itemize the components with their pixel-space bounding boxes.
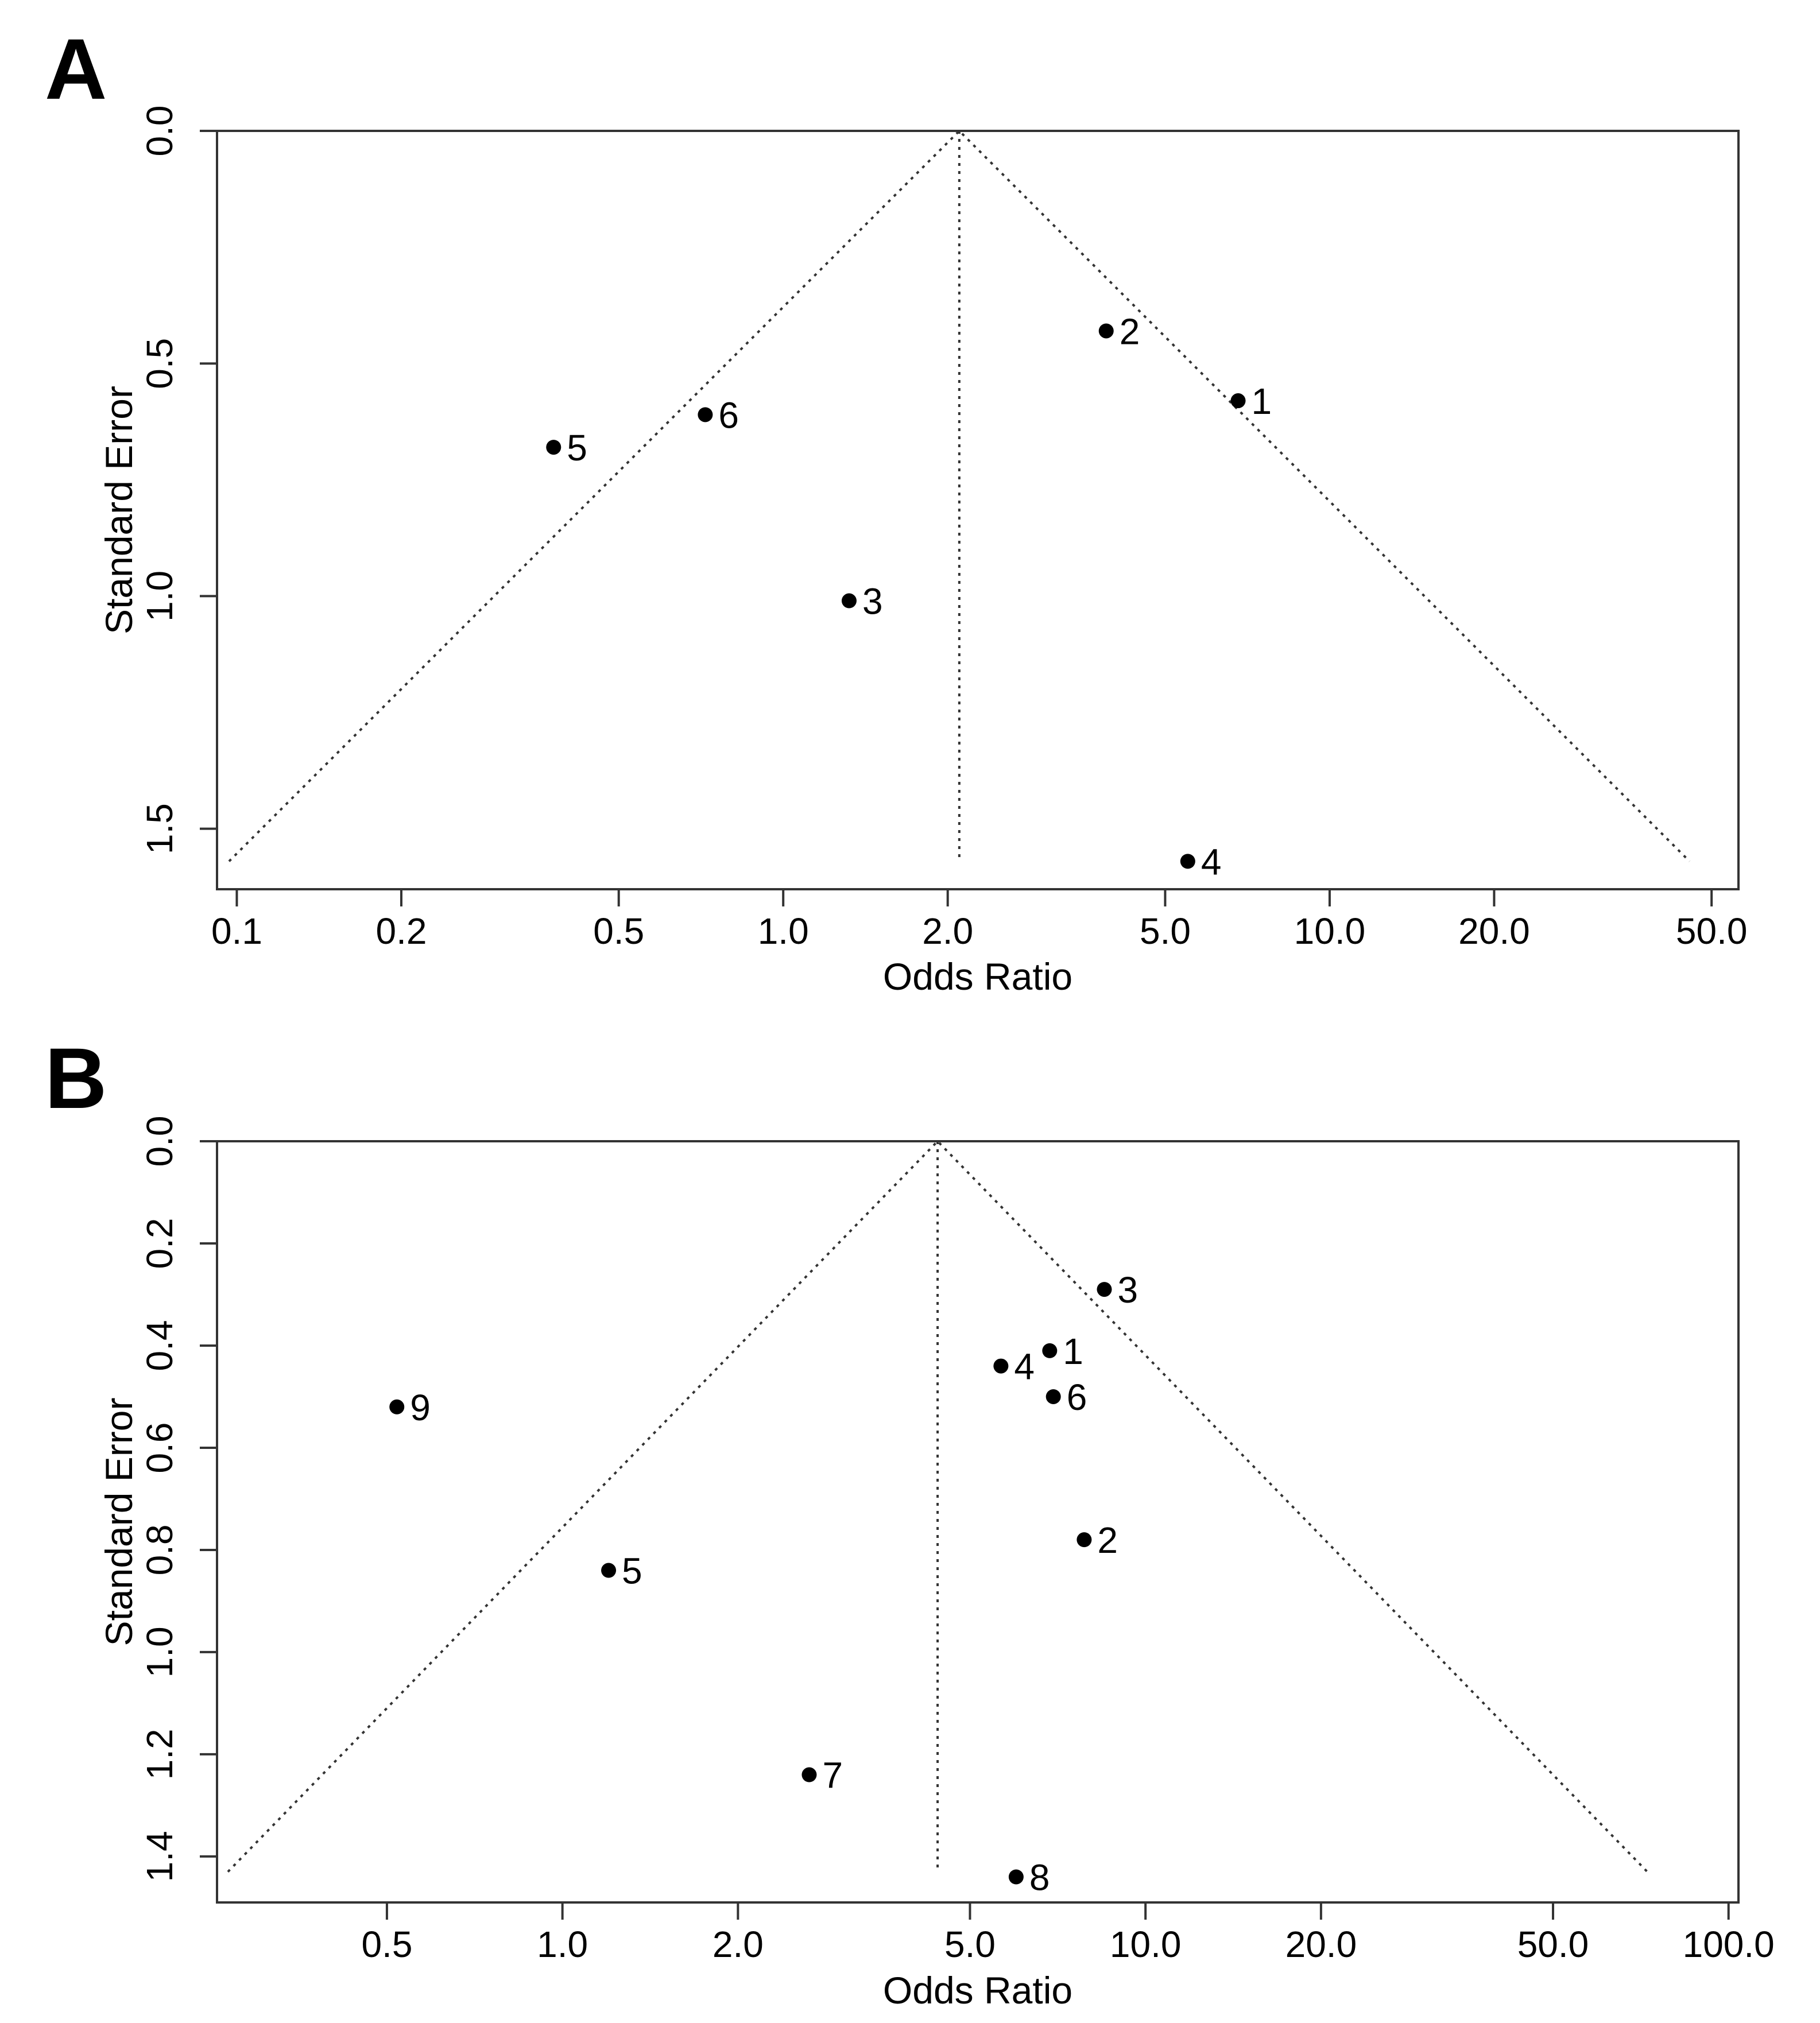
funnel-plot-panel-a: 0.1 0.2 0.5 1.0 2.0 5.0 10.0 20.0 50.0 0.0 0.5 1.0 1… [98, 106, 1747, 998]
x-tick-label: 50.0 [1676, 910, 1748, 952]
study-point [1076, 1532, 1092, 1548]
study-point-label: 4 [1201, 841, 1222, 882]
x-tick-label: 10.0 [1294, 910, 1366, 952]
x-tick-label: 1.0 [537, 1924, 588, 1965]
funnel-plot-panel-b: 0.5 1.0 2.0 5.0 10.0 20.0 50.0 100.0 0.0 0.2 0.4 0.… [98, 1116, 1775, 2012]
study-point [1097, 1282, 1112, 1297]
study-point-label: 6 [1067, 1377, 1087, 1418]
study-point [698, 407, 713, 423]
x-tick-label: 1.0 [758, 910, 809, 952]
y-tick-label: 0.5 [139, 338, 180, 389]
study-point-label: 4 [1014, 1346, 1035, 1388]
funnel-ci-lines [228, 129, 1691, 862]
y-axis-title: Standard Error [98, 386, 140, 634]
x-tick-label: 5.0 [1140, 910, 1191, 952]
y-tick-label: 1.5 [139, 803, 180, 854]
funnel-ci-lines [227, 1140, 1648, 1873]
study-point [601, 1563, 617, 1578]
study-point-label: 2 [1120, 311, 1140, 352]
study-point-label: 1 [1063, 1331, 1083, 1372]
study-point-label: 2 [1097, 1520, 1118, 1561]
study-point [389, 1399, 405, 1414]
y-tick-label: 1.4 [139, 1831, 180, 1882]
x-tick-label: 0.5 [593, 910, 644, 952]
study-point-label: 7 [822, 1755, 843, 1796]
x-tick-label: 10.0 [1110, 1924, 1182, 1965]
x-tick-label: 5.0 [944, 1924, 996, 1965]
x-axis-title: Odds Ratio [883, 955, 1072, 998]
study-point-label: 5 [622, 1551, 642, 1592]
y-tick-label: 1.2 [139, 1729, 180, 1780]
y-tick-label: 0.2 [139, 1218, 180, 1269]
x-tick-label: 2.0 [712, 1924, 764, 1965]
y-tick-label: 0.6 [139, 1422, 180, 1473]
study-point-label: 9 [410, 1387, 431, 1428]
study-point-label: 1 [1252, 381, 1272, 422]
x-tick-label: 0.2 [375, 910, 427, 952]
study-point [1042, 1343, 1058, 1358]
study-point [546, 440, 562, 455]
study-point-label: 6 [718, 394, 739, 436]
study-point [801, 1767, 817, 1782]
study-point [841, 593, 857, 609]
x-tick-label: 100.0 [1683, 1924, 1775, 1965]
x-axis-title: Odds Ratio [883, 1969, 1072, 2012]
study-point-label: 3 [1117, 1269, 1138, 1311]
study-point [1098, 323, 1114, 339]
study-point [993, 1358, 1009, 1374]
study-point [1045, 1389, 1061, 1404]
y-tick-label: 0.8 [139, 1524, 180, 1575]
study-point [1008, 1869, 1024, 1885]
x-tick-label: 0.5 [361, 1924, 412, 1965]
x-tick-label: 2.0 [922, 910, 973, 952]
y-tick-label: 1.0 [139, 1626, 180, 1677]
plot-frame [216, 1140, 1740, 1904]
x-tick-label: 20.0 [1458, 910, 1530, 952]
x-tick-label: 50.0 [1517, 1924, 1589, 1965]
y-tick-label: 1.0 [139, 571, 180, 622]
panel-letter-b: B [45, 1030, 107, 1126]
y-tick-label: 0.4 [139, 1320, 180, 1371]
plot-frame [216, 130, 1740, 890]
study-point-label: 5 [567, 427, 587, 468]
study-point-label: 8 [1029, 1857, 1050, 1898]
y-tick-label: 0.0 [139, 106, 180, 157]
x-tick-label: 0.1 [211, 910, 262, 952]
panel-letter-a: A [45, 21, 107, 117]
study-point [1180, 854, 1195, 869]
y-tick-label: 0.0 [139, 1116, 180, 1167]
x-tick-label: 20.0 [1285, 1924, 1357, 1965]
y-axis-title: Standard Error [98, 1398, 140, 1646]
study-point [1230, 393, 1246, 409]
study-point-label: 3 [862, 581, 883, 622]
